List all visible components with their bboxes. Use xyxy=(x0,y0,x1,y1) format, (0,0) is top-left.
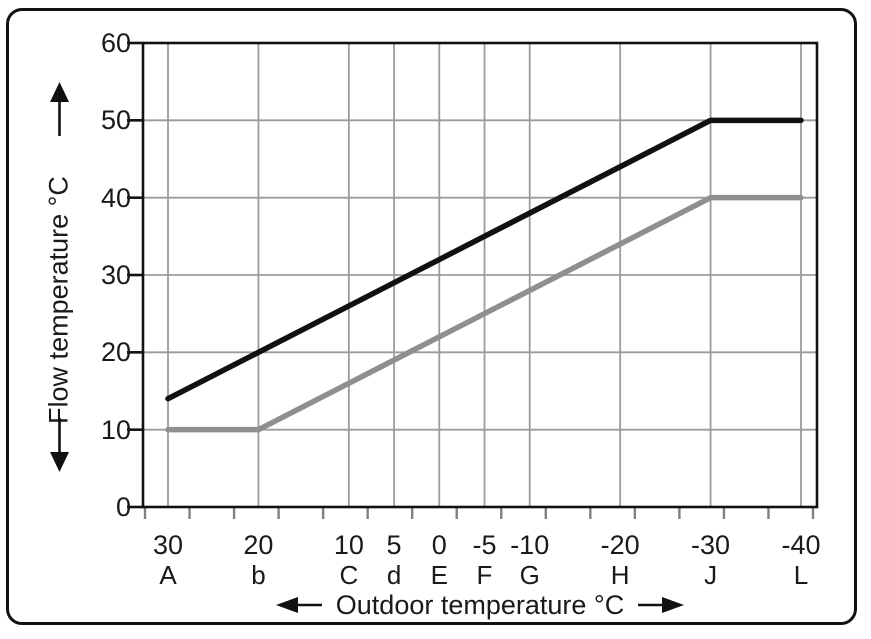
x-tick-label: 0 xyxy=(431,530,447,560)
x-tick-label: 30 xyxy=(152,530,184,560)
x-tick-letter: E xyxy=(430,560,448,590)
x-tick-letter: L xyxy=(793,560,809,590)
x-axis-title-text: Outdoor temperature °C xyxy=(335,589,625,620)
x-tick-letter: F xyxy=(476,560,493,590)
x-tick-label: -30 xyxy=(691,530,731,560)
upper-heating-curve xyxy=(165,117,804,402)
y-axis-title: Flow temperature °C xyxy=(43,176,74,424)
y-tick-label: 60 xyxy=(100,28,131,58)
left-arrow-icon xyxy=(275,597,322,613)
y-tick-label: 20 xyxy=(100,337,131,368)
right-arrow-icon xyxy=(638,597,685,613)
x-tick-letter: C xyxy=(339,560,359,590)
x-axis-title: Outdoor temperature °C xyxy=(143,589,817,621)
x-tick-label: 10 xyxy=(333,530,364,560)
y-tick-label: 30 xyxy=(100,260,131,290)
y-tick-label: 40 xyxy=(100,182,131,213)
x-tick-label: 5 xyxy=(386,530,402,560)
x-tick-label: -10 xyxy=(510,530,550,560)
lower-heating-curve xyxy=(165,194,804,433)
figure-border xyxy=(6,8,857,625)
y-tick-label: 0 xyxy=(115,492,131,522)
x-tick-label: 20 xyxy=(243,530,274,560)
x-tick-letter: J xyxy=(704,560,718,590)
x-tick-letter: d xyxy=(386,560,402,590)
x-tick-letter: b xyxy=(251,560,266,590)
up-arrow-icon xyxy=(50,82,69,136)
x-tick-label: -40 xyxy=(781,530,821,560)
x-tick-label: -20 xyxy=(600,530,640,560)
x-tick-letter: G xyxy=(519,560,540,590)
y-tick-label: 50 xyxy=(100,105,131,136)
x-tick-label: -5 xyxy=(472,530,497,560)
x-tick-letter: H xyxy=(610,560,630,590)
plot-border xyxy=(141,41,819,509)
y-tick-label: 10 xyxy=(100,414,131,445)
x-tick-letter: A xyxy=(159,560,177,590)
down-arrow-icon xyxy=(50,418,69,472)
